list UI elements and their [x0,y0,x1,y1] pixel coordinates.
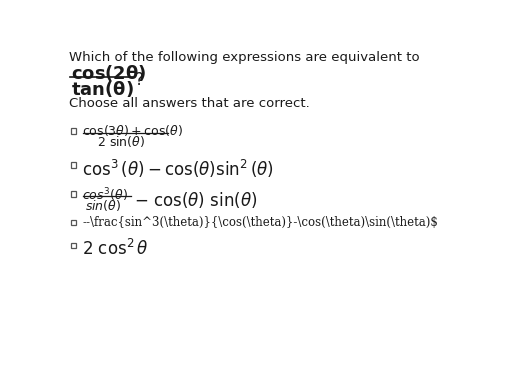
Text: $\cos(3\theta)+\cos(\theta)$: $\cos(3\theta)+\cos(\theta)$ [82,123,184,138]
Bar [71,162,76,168]
Text: $\mathit{sin}(\theta)$: $\mathit{sin}(\theta)$ [85,197,121,212]
Text: $\mathit{cos}^3(\theta)$: $\mathit{cos}^3(\theta)$ [82,186,128,204]
Text: $\cos^3(\theta) - \cos(\theta)\sin^2(\theta)$: $\cos^3(\theta) - \cos(\theta)\sin^2(\th… [82,158,274,180]
Bar [71,220,76,225]
Text: $2\ \sin(\theta)$: $2\ \sin(\theta)$ [97,135,145,149]
Text: $\mathbf{cos(2\theta)}$: $\mathbf{cos(2\theta)}$ [71,63,146,83]
Text: Which of the following expressions are equivalent to: Which of the following expressions are e… [69,51,420,64]
Text: $\mathbf{tan(\theta)}$: $\mathbf{tan(\theta)}$ [71,79,134,99]
Text: --\frac{sin^3(\theta)}{\cos(\theta)}-\cos(\theta)\sin(\theta)$: --\frac{sin^3(\theta)}{\cos(\theta)}-\co… [82,216,438,229]
Text: ?: ? [135,71,144,89]
Bar [71,191,76,197]
Bar [71,128,76,134]
Text: Choose all answers that are correct.: Choose all answers that are correct. [69,97,310,111]
Bar [71,243,76,249]
Text: $2\ \cos^2\theta$: $2\ \cos^2\theta$ [82,239,149,259]
Text: $-\ \cos(\theta)\ \sin(\theta)$: $-\ \cos(\theta)\ \sin(\theta)$ [134,190,258,210]
